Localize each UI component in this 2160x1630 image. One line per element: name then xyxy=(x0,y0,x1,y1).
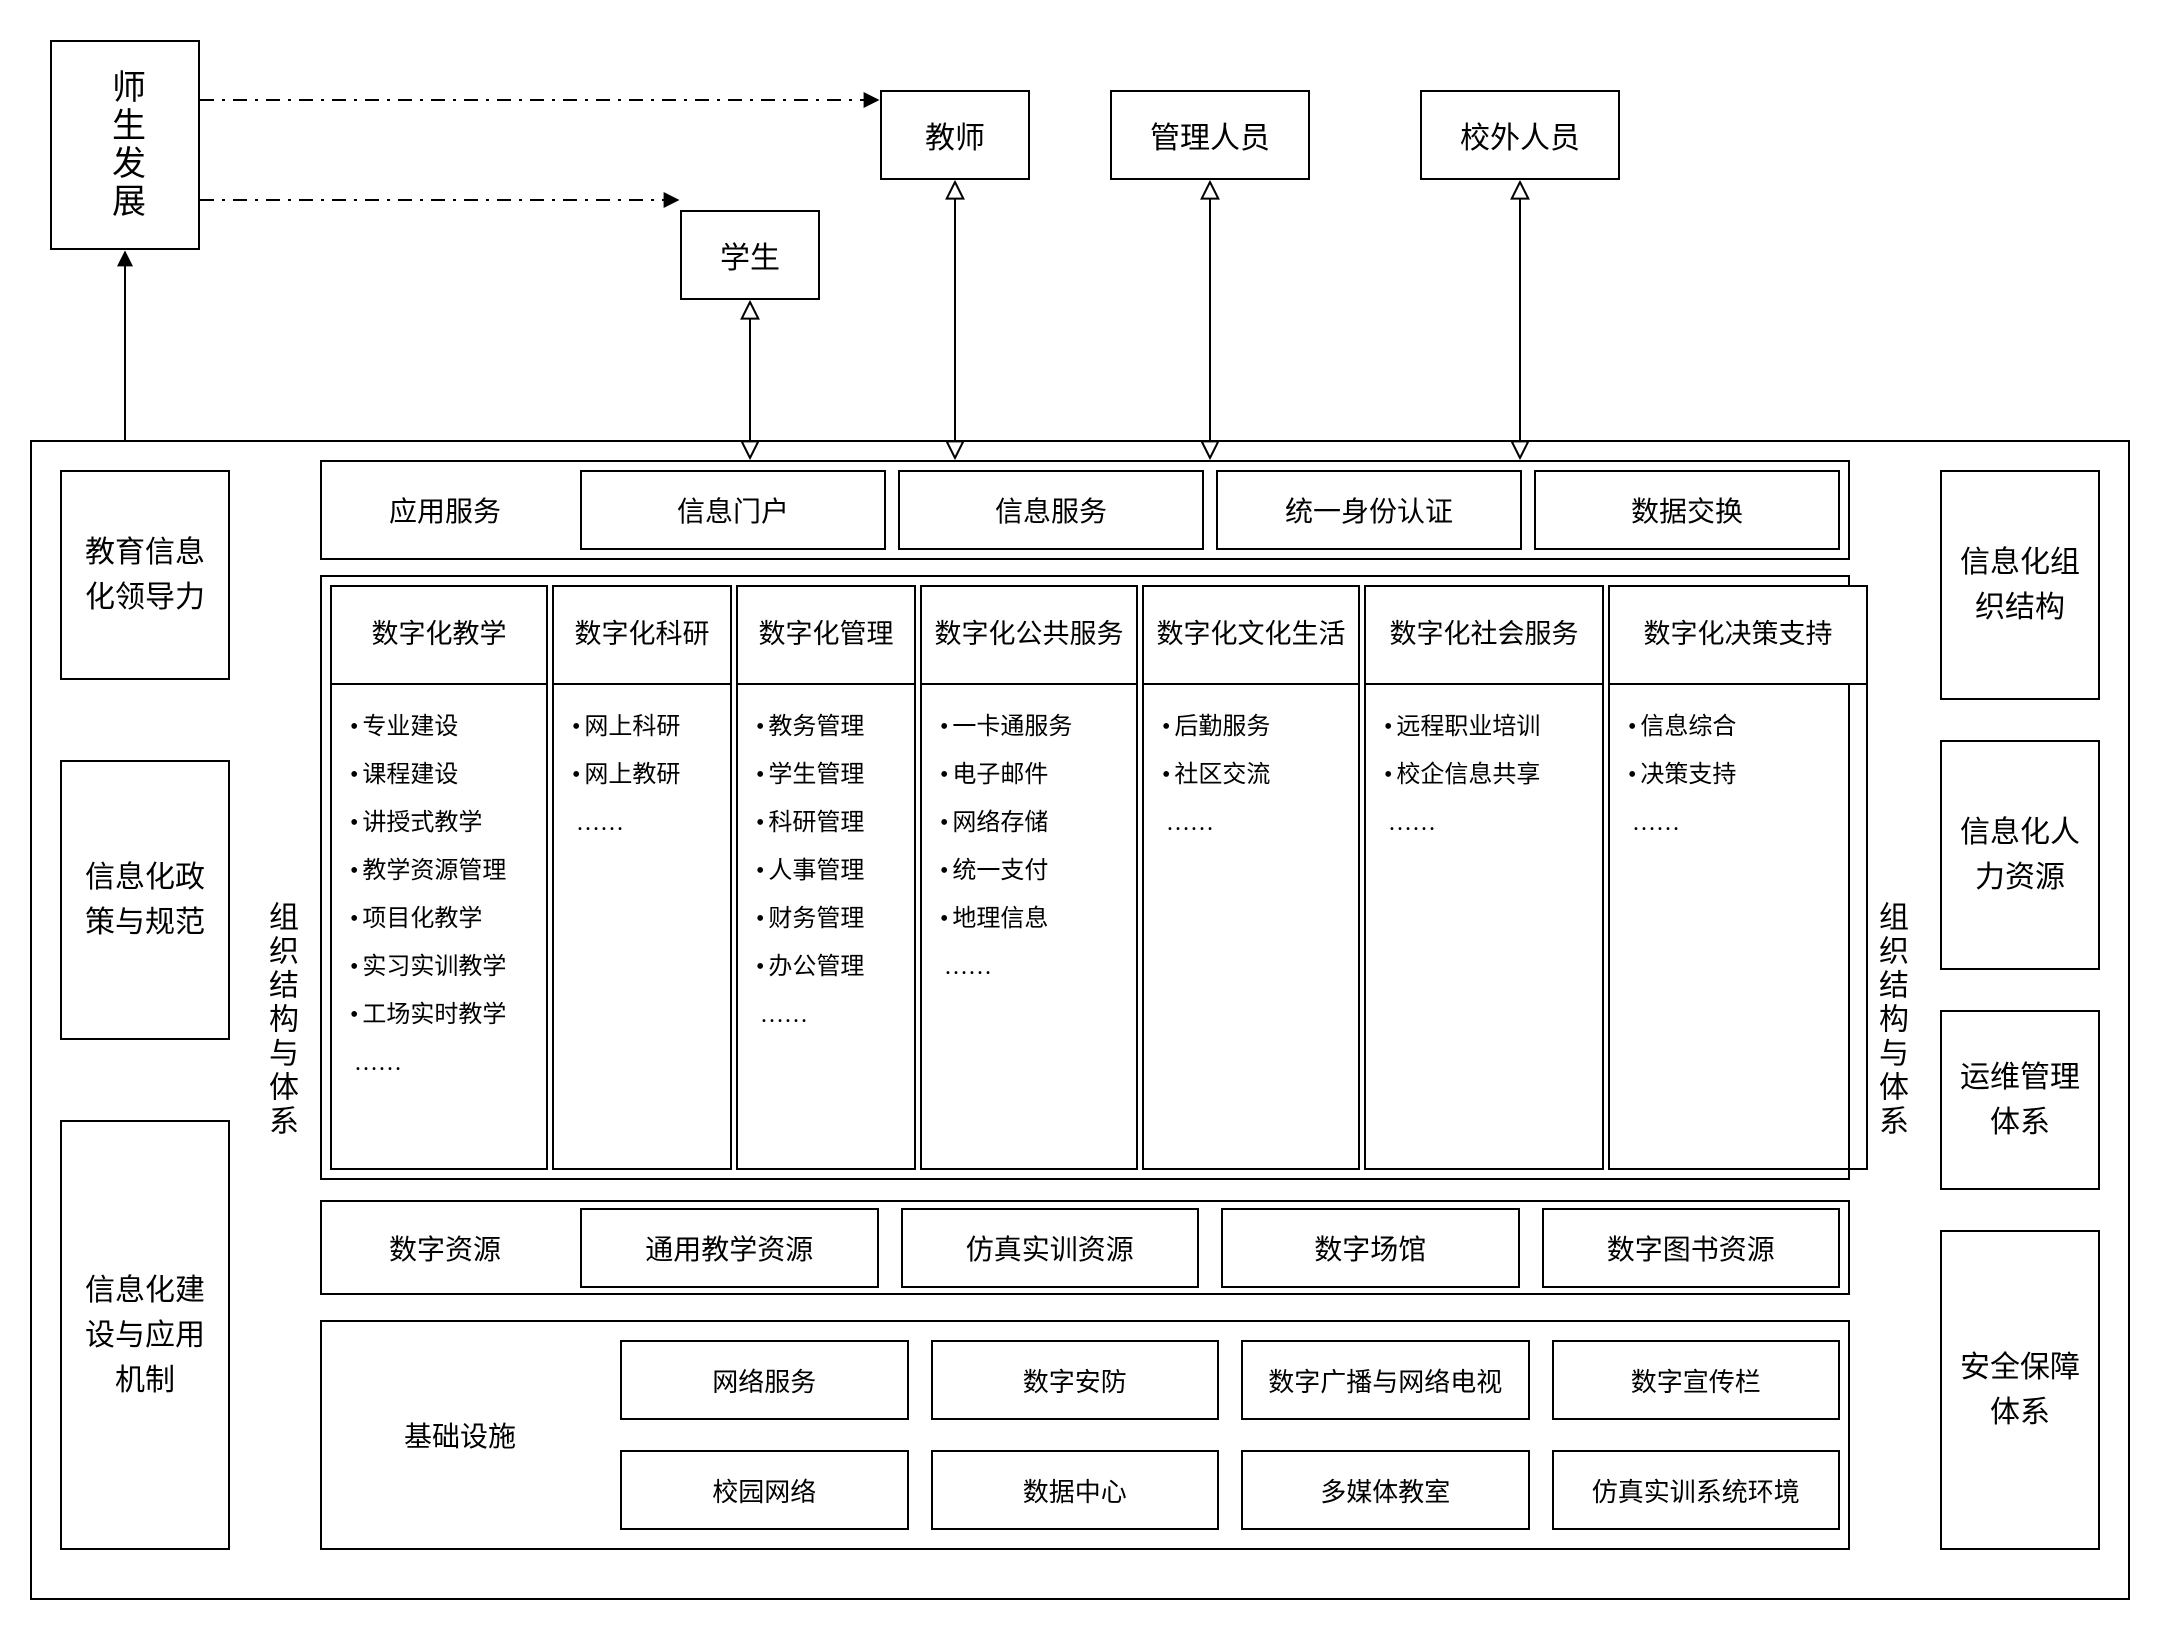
list-item: 统一支付 xyxy=(940,847,1126,895)
node-student: 学生 xyxy=(680,210,820,300)
row2-header: 数字化科研 xyxy=(552,585,732,685)
row2-header: 数字化管理 xyxy=(736,585,916,685)
node-dev: 师生发展 xyxy=(50,40,200,250)
row1-item: 信息服务 xyxy=(898,470,1204,550)
row1-item: 数据交换 xyxy=(1534,470,1840,550)
label-strip-right: 组织结构与体系 xyxy=(1868,901,1912,1139)
right-b: 信息化人力资源 xyxy=(1940,740,2100,970)
list-item: 学生管理 xyxy=(756,751,904,799)
row3-item: 仿真实训资源 xyxy=(901,1208,1200,1288)
list-item: 课程建设 xyxy=(350,751,536,799)
label-teacher: 教师 xyxy=(925,113,985,157)
list-item: 讲授式教学 xyxy=(350,799,536,847)
list-item: 网络存储 xyxy=(940,799,1126,847)
label-row1: 应用服务 xyxy=(389,490,501,530)
list-item: 教务管理 xyxy=(756,703,904,751)
row2-list: 远程职业培训校企信息共享…… xyxy=(1364,685,1604,1170)
label-student: 学生 xyxy=(720,233,780,277)
row2-header: 数字化教学 xyxy=(330,585,548,685)
row2-header: 数字化文化生活 xyxy=(1142,585,1360,685)
right-c: 运维管理体系 xyxy=(1940,1010,2100,1190)
strip-right: 组织结构与体系 xyxy=(1860,470,1920,1570)
label-right-b: 信息化人力资源 xyxy=(1942,810,2098,900)
label-manager: 管理人员 xyxy=(1150,113,1270,157)
row2-header: 数字化决策支持 xyxy=(1608,585,1868,685)
row2-list: 教务管理学生管理科研管理人事管理财务管理办公管理…… xyxy=(736,685,916,1170)
list-more: …… xyxy=(350,1039,536,1087)
right-d: 安全保障体系 xyxy=(1940,1230,2100,1550)
list-more: …… xyxy=(1162,799,1348,847)
list-item: 一卡通服务 xyxy=(940,703,1126,751)
left-a: 教育信息化领导力 xyxy=(60,470,230,680)
diagram-canvas: 师生发展 学生 教师 管理人员 校外人员 教育信息化领导力 信息化政策与规范 信… xyxy=(20,20,2140,1610)
row4-item: 多媒体教室 xyxy=(1241,1450,1530,1530)
row4-item: 仿真实训系统环境 xyxy=(1552,1450,1841,1530)
row4-item: 校园网络 xyxy=(620,1450,909,1530)
list-item: 教学资源管理 xyxy=(350,847,536,895)
label-external: 校外人员 xyxy=(1460,113,1580,157)
list-item: 网上教研 xyxy=(572,751,720,799)
label-right-c: 运维管理体系 xyxy=(1942,1055,2098,1145)
label-row4: 基础设施 xyxy=(404,1415,516,1455)
row2-list: 一卡通服务电子邮件网络存储统一支付地理信息…… xyxy=(920,685,1138,1170)
row3-item: 数字场馆 xyxy=(1221,1208,1520,1288)
list-more: …… xyxy=(756,991,904,1039)
list-item: 远程职业培训 xyxy=(1384,703,1592,751)
row3-label: 数字资源 xyxy=(330,1208,560,1288)
list-item: 后勤服务 xyxy=(1162,703,1348,751)
list-item: 社区交流 xyxy=(1162,751,1348,799)
row1-label: 应用服务 xyxy=(330,470,560,550)
row2-header: 数字化社会服务 xyxy=(1364,585,1604,685)
strip-left: 组织结构与体系 xyxy=(250,470,310,1570)
row2-list: 网上科研网上教研…… xyxy=(552,685,732,1170)
list-item: 项目化教学 xyxy=(350,895,536,943)
node-manager: 管理人员 xyxy=(1110,90,1310,180)
row4-item: 数字宣传栏 xyxy=(1552,1340,1841,1420)
row4-item: 数据中心 xyxy=(931,1450,1220,1530)
list-item: 网上科研 xyxy=(572,703,720,751)
label-right-d: 安全保障体系 xyxy=(1942,1345,2098,1435)
list-more: …… xyxy=(572,799,720,847)
list-more: …… xyxy=(940,943,1126,991)
list-item: 工场实时教学 xyxy=(350,991,536,1039)
left-c: 信息化建设与应用机制 xyxy=(60,1120,230,1550)
right-a: 信息化组织结构 xyxy=(1940,470,2100,700)
node-teacher: 教师 xyxy=(880,90,1030,180)
row3-item: 通用教学资源 xyxy=(580,1208,879,1288)
label-dev: 师生发展 xyxy=(101,69,150,221)
row2-list: 后勤服务社区交流…… xyxy=(1142,685,1360,1170)
list-item: 地理信息 xyxy=(940,895,1126,943)
list-item: 决策支持 xyxy=(1628,751,1856,799)
list-item: 专业建设 xyxy=(350,703,536,751)
list-item: 校企信息共享 xyxy=(1384,751,1592,799)
row3-item: 数字图书资源 xyxy=(1542,1208,1841,1288)
label-left-a: 教育信息化领导力 xyxy=(62,530,228,620)
list-item: 实习实训教学 xyxy=(350,943,536,991)
list-item: 信息综合 xyxy=(1628,703,1856,751)
label-left-c: 信息化建设与应用机制 xyxy=(62,1268,228,1403)
label-right-a: 信息化组织结构 xyxy=(1942,540,2098,630)
left-b: 信息化政策与规范 xyxy=(60,760,230,1040)
list-item: 办公管理 xyxy=(756,943,904,991)
label-row3: 数字资源 xyxy=(389,1228,501,1268)
list-item: 财务管理 xyxy=(756,895,904,943)
list-item: 人事管理 xyxy=(756,847,904,895)
label-left-b: 信息化政策与规范 xyxy=(62,855,228,945)
row1-item: 统一身份认证 xyxy=(1216,470,1522,550)
list-more: …… xyxy=(1384,799,1592,847)
list-item: 电子邮件 xyxy=(940,751,1126,799)
row4-item: 数字安防 xyxy=(931,1340,1220,1420)
row4-item: 网络服务 xyxy=(620,1340,909,1420)
row1-item: 信息门户 xyxy=(580,470,886,550)
list-more: …… xyxy=(1628,799,1856,847)
row4-item: 数字广播与网络电视 xyxy=(1241,1340,1530,1420)
row4-label: 基础设施 xyxy=(330,1330,590,1540)
node-external: 校外人员 xyxy=(1420,90,1620,180)
row2-header: 数字化公共服务 xyxy=(920,585,1138,685)
label-strip-left: 组织结构与体系 xyxy=(258,901,302,1139)
row2-list: 专业建设课程建设讲授式教学教学资源管理项目化教学实习实训教学工场实时教学…… xyxy=(330,685,548,1170)
row2-list: 信息综合决策支持…… xyxy=(1608,685,1868,1170)
list-item: 科研管理 xyxy=(756,799,904,847)
